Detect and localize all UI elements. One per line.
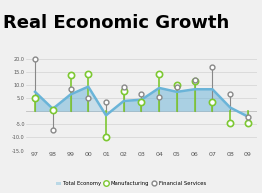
Legend: Total Economy, Manufacturing, Financial Services: Total Economy, Manufacturing, Financial … [54, 179, 208, 188]
Text: Real Economic Growth: Real Economic Growth [3, 14, 229, 31]
